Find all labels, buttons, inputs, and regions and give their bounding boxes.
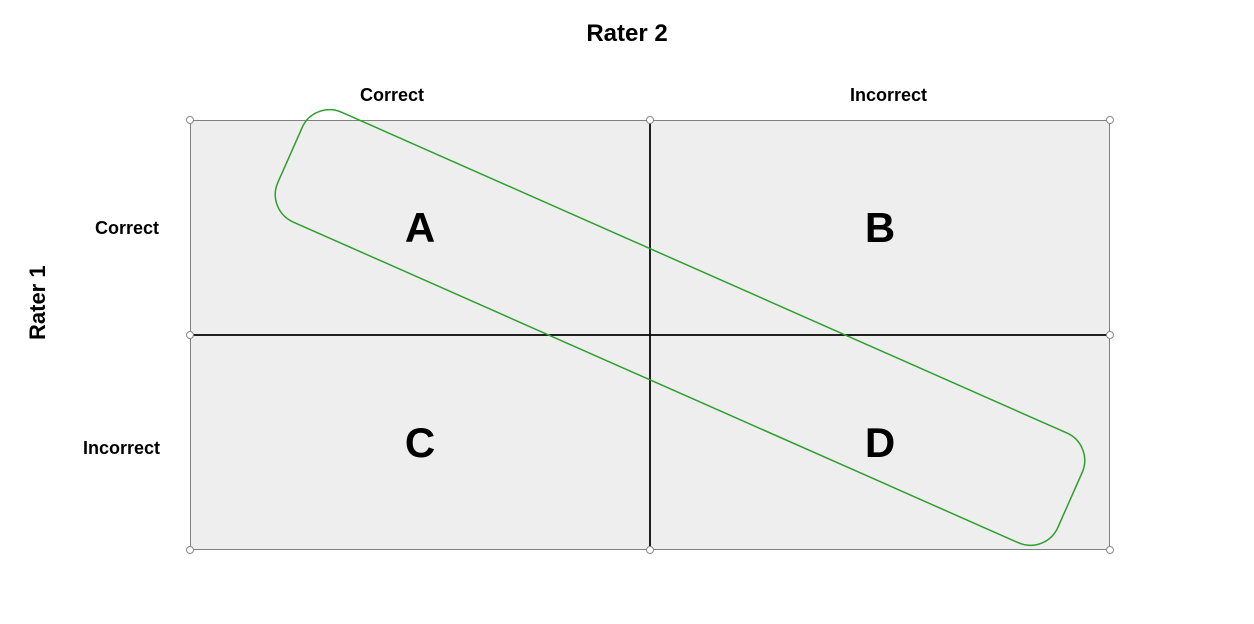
matrix-grid: A B C D (190, 120, 1110, 550)
selection-handle[interactable] (186, 116, 194, 124)
cell-a-label: A (405, 204, 435, 252)
diagram-container: Rater 2 Correct Incorrect Rater 1 Correc… (0, 0, 1254, 624)
row-header-correct: Correct (95, 218, 159, 239)
cell-c: C (190, 335, 650, 550)
selection-handle[interactable] (646, 116, 654, 124)
row-header-incorrect: Incorrect (83, 438, 160, 459)
column-header-correct: Correct (360, 85, 424, 106)
cell-d-label: D (865, 419, 895, 467)
column-header-incorrect: Incorrect (850, 85, 927, 106)
selection-handle[interactable] (1106, 116, 1114, 124)
selection-handle[interactable] (1106, 331, 1114, 339)
cell-b: B (650, 120, 1110, 335)
cell-b-label: B (865, 204, 895, 252)
selection-handle[interactable] (186, 331, 194, 339)
selection-handle[interactable] (186, 546, 194, 554)
cell-d: D (650, 335, 1110, 550)
cell-a: A (190, 120, 650, 335)
side-axis-title: Rater 1 (25, 265, 51, 340)
selection-handle[interactable] (646, 546, 654, 554)
selection-handle[interactable] (1106, 546, 1114, 554)
cell-c-label: C (405, 419, 435, 467)
top-axis-title: Rater 2 (0, 20, 1254, 48)
